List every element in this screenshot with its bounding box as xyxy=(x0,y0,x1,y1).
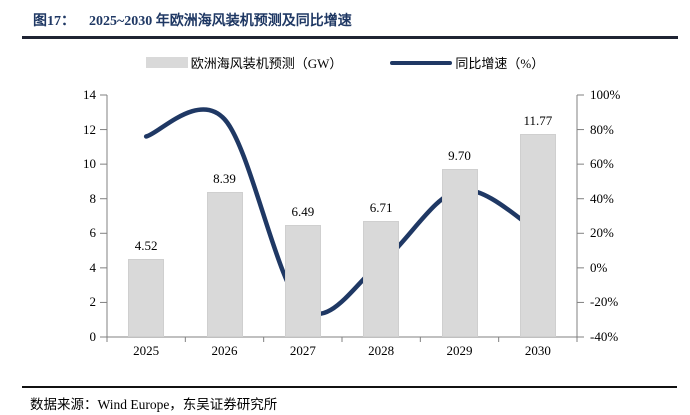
y-right-tick-label: -40% xyxy=(590,329,619,344)
legend-line-label: 同比增速（%） xyxy=(455,56,545,71)
bar xyxy=(363,221,400,337)
x-tick-label: 2027 xyxy=(289,343,316,358)
y-left-tick-label: 10 xyxy=(83,156,96,172)
x-tick-label: 2030 xyxy=(524,343,551,358)
chart-area: 0 2 4 6 8 10 12 14 -40% -20% 0% 20% 40% 60% 80% 100% 202… xyxy=(83,87,621,358)
x-tick-label: 2025 xyxy=(133,343,160,358)
y-right-tick-label: 20% xyxy=(590,225,614,241)
source-text: 数据来源：Wind Europe，东吴证券研究所 xyxy=(30,397,278,412)
y-left-tick-label: 14 xyxy=(83,87,96,102)
bar-value-label: 4.52 xyxy=(134,237,158,253)
x-tick-label: 2028 xyxy=(368,343,395,358)
line-series-swatch xyxy=(390,60,453,65)
figure-title: 2025~2030 年欧洲海风装机预测及同比增速 xyxy=(89,14,352,29)
y-left-tick-label: 8 xyxy=(89,190,97,206)
bar-value-label: 6.71 xyxy=(369,200,393,215)
figure-label: 图17： xyxy=(33,14,75,29)
y-left-tick-label: 0 xyxy=(89,329,97,344)
bar-value-label: 11.77 xyxy=(523,112,553,128)
y-right-tick-label: 40% xyxy=(590,190,614,206)
legend-item-line: 同比增速（%） xyxy=(390,53,544,72)
x-tick-label: 2029 xyxy=(446,343,473,358)
bar xyxy=(284,224,321,337)
y-left-tick-label: 12 xyxy=(83,121,96,137)
bar xyxy=(519,133,556,337)
title-rule xyxy=(22,36,678,39)
bar xyxy=(128,258,165,337)
y-left-tick-label: 6 xyxy=(89,225,97,241)
x-tick-label: 2026 xyxy=(211,343,238,358)
y-right-tick-label: -20% xyxy=(590,294,619,310)
bar-value-label: 8.39 xyxy=(213,170,236,186)
footer-rule xyxy=(22,386,677,388)
bar xyxy=(441,169,478,337)
chart-legend: 欧洲海风装机预测（GW） 同比增速（%） xyxy=(0,53,690,72)
y-left-tick-label: 2 xyxy=(89,294,97,310)
y-right-tick-label: 60% xyxy=(590,156,614,172)
y-right-tick-label: 100% xyxy=(590,87,621,102)
figure-title-row: 图17： 2025~2030 年欧洲海风装机预测及同比增速 xyxy=(33,10,352,30)
legend-bar-label: 欧洲海风装机预测（GW） xyxy=(190,56,343,71)
bar-value-label: 6.49 xyxy=(291,203,315,219)
growth-line xyxy=(143,107,541,317)
chart-svg xyxy=(100,94,584,342)
bar xyxy=(206,191,243,337)
y-left-tick-label: 4 xyxy=(89,259,97,275)
bar-value-label: 9.70 xyxy=(448,148,471,164)
legend-item-bars: 欧洲海风装机预测（GW） xyxy=(145,53,343,72)
y-right-tick-label: 80% xyxy=(590,121,614,137)
y-right-tick-label: 0% xyxy=(590,259,608,275)
bar-series-swatch xyxy=(145,57,188,68)
